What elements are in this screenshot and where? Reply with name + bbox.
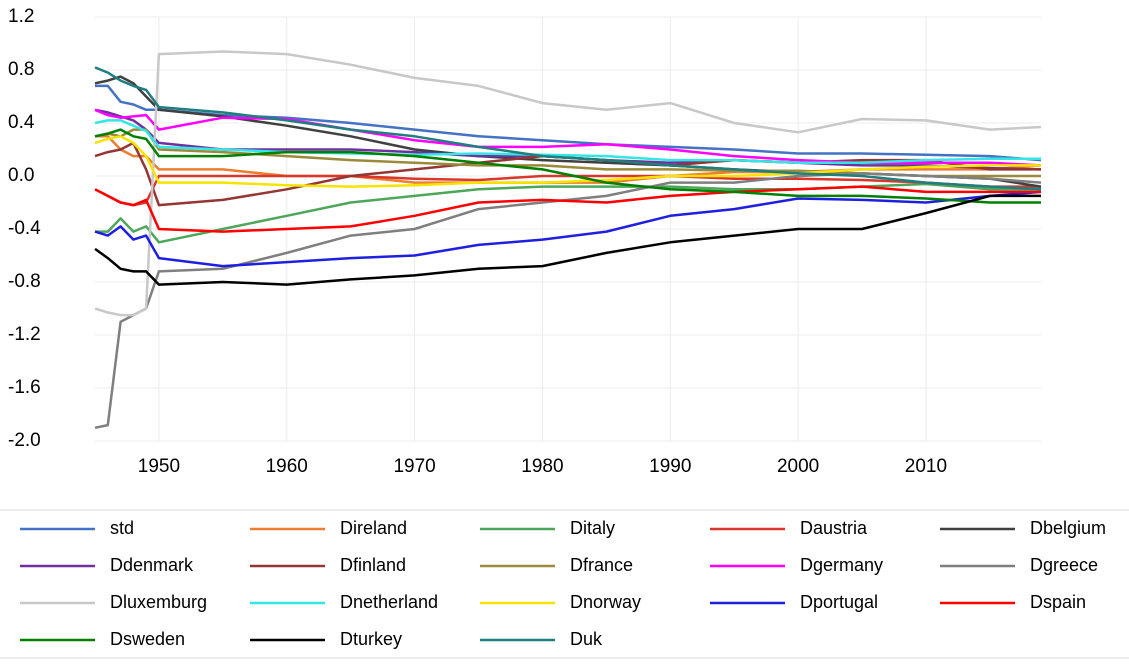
x-tick-label: 1960: [266, 456, 308, 477]
y-tick-label: 1.2: [8, 6, 34, 27]
y-tick-label: 0.4: [8, 112, 35, 133]
y-tick-label: -0.4: [8, 218, 41, 239]
x-tick-label: 2000: [777, 456, 819, 477]
legend-label: Dnetherland: [340, 592, 438, 612]
legend-label: std: [110, 518, 134, 538]
legend-label: Dgreece: [1030, 555, 1098, 575]
legend-label: Ditaly: [570, 518, 615, 538]
x-tick-label: 2010: [905, 456, 947, 477]
legend-label: Dsweden: [110, 629, 185, 649]
series-line: [94, 50, 1042, 317]
legend: std Direland Ditaly Daustria Dbelgium Ddenmar…: [20, 518, 1106, 649]
y-tick-label: -1.2: [8, 324, 41, 345]
legend-label: Ddenmark: [110, 555, 194, 575]
legend-label: Dbelgium: [1030, 518, 1106, 538]
series-line: [94, 172, 1042, 430]
x-tick-label: 1980: [521, 456, 563, 477]
series-line: [94, 66, 1042, 191]
series-line: [95, 182, 1041, 244]
series-line: [95, 84, 1042, 162]
legend-label: Dgermany: [800, 555, 883, 575]
legend-label: Dturkey: [340, 629, 402, 649]
legend-label: Dfinland: [340, 555, 406, 575]
y-tick-label: 0.0: [8, 165, 34, 186]
legend-label: Dnorway: [570, 592, 641, 612]
legend-label: Dluxemburg: [110, 592, 207, 612]
series-line: [94, 135, 1041, 188]
y-tick-label: -1.6: [8, 377, 41, 398]
y-tick-label: -2.0: [8, 430, 41, 451]
legend-label: Dfrance: [570, 555, 633, 575]
x-tick-label: 1950: [138, 456, 180, 477]
series-line: [94, 185, 1041, 233]
legend-label: Dspain: [1030, 592, 1086, 612]
y-tick-label: -0.8: [8, 271, 41, 292]
legend-label: Daustria: [800, 518, 868, 538]
series-line: [94, 119, 1041, 165]
legend-label: Duk: [570, 629, 603, 649]
series-line: [94, 141, 1041, 207]
x-tick-label: 1970: [393, 456, 435, 477]
legend-label: Direland: [340, 518, 407, 538]
series-line: [94, 128, 1041, 204]
series-line: [94, 190, 1042, 268]
y-tick-label: 0.8: [8, 59, 34, 80]
series-line: [94, 194, 1041, 286]
x-tick-label: 1990: [649, 456, 691, 477]
legend-label: Dportugal: [800, 592, 878, 612]
